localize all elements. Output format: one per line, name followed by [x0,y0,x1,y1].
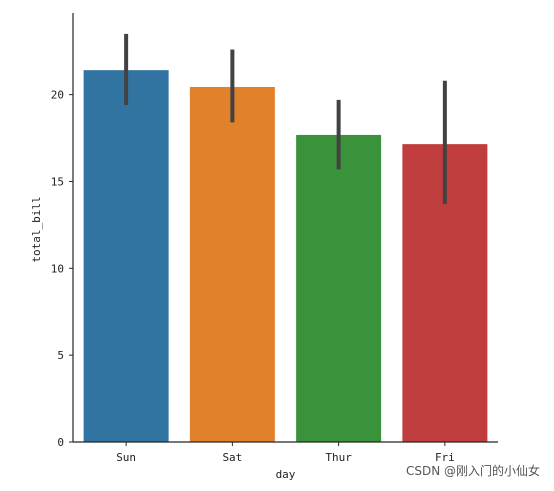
error-bars-layer [124,33,447,205]
y-tick-label-15: 15 [51,175,64,188]
y-ticks-layer: 0 5 10 15 20 [51,89,73,449]
x-tick-label-fri: Fri [435,451,455,464]
y-tick-label-10: 10 [51,262,64,275]
y-tick-label-20: 20 [51,89,64,102]
x-tick-label-sun: Sun [116,451,136,464]
y-tick-label-0: 0 [57,436,64,449]
x-tick-label-thur: Thur [325,451,352,464]
y-axis-label: total_bill [30,196,43,262]
watermark-text: CSDN @刚入门的小仙女 [405,464,540,478]
axes-layer [72,13,498,443]
bar-sat [189,86,275,442]
x-tick-label-sat: Sat [222,451,242,464]
x-axis-label: day [276,468,296,481]
x-ticks-layer: Sun Sat Thur Fri [116,442,455,464]
bars-layer [83,70,488,443]
bar-thur [296,134,382,442]
bar-sun [83,70,169,443]
y-tick-label-5: 5 [57,349,64,362]
